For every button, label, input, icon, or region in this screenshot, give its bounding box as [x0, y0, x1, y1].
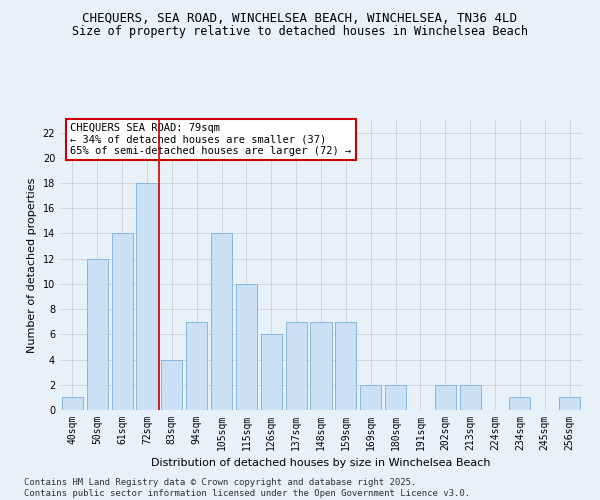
- Bar: [211, 234, 232, 410]
- Bar: [186, 322, 207, 410]
- Bar: [509, 398, 530, 410]
- Bar: [360, 385, 381, 410]
- Bar: [559, 398, 580, 410]
- X-axis label: Distribution of detached houses by size in Winchelsea Beach: Distribution of detached houses by size …: [151, 458, 491, 468]
- Bar: [112, 234, 133, 410]
- Text: Size of property relative to detached houses in Winchelsea Beach: Size of property relative to detached ho…: [72, 25, 528, 38]
- Bar: [161, 360, 182, 410]
- Bar: [435, 385, 456, 410]
- Y-axis label: Number of detached properties: Number of detached properties: [27, 178, 37, 352]
- Bar: [236, 284, 257, 410]
- Bar: [261, 334, 282, 410]
- Text: CHEQUERS, SEA ROAD, WINCHELSEA BEACH, WINCHELSEA, TN36 4LD: CHEQUERS, SEA ROAD, WINCHELSEA BEACH, WI…: [83, 12, 517, 26]
- Text: Contains HM Land Registry data © Crown copyright and database right 2025.
Contai: Contains HM Land Registry data © Crown c…: [24, 478, 470, 498]
- Bar: [460, 385, 481, 410]
- Bar: [286, 322, 307, 410]
- Bar: [335, 322, 356, 410]
- Bar: [385, 385, 406, 410]
- Bar: [136, 183, 158, 410]
- Bar: [310, 322, 332, 410]
- Bar: [62, 398, 83, 410]
- Text: CHEQUERS SEA ROAD: 79sqm
← 34% of detached houses are smaller (37)
65% of semi-d: CHEQUERS SEA ROAD: 79sqm ← 34% of detach…: [70, 123, 352, 156]
- Bar: [87, 258, 108, 410]
